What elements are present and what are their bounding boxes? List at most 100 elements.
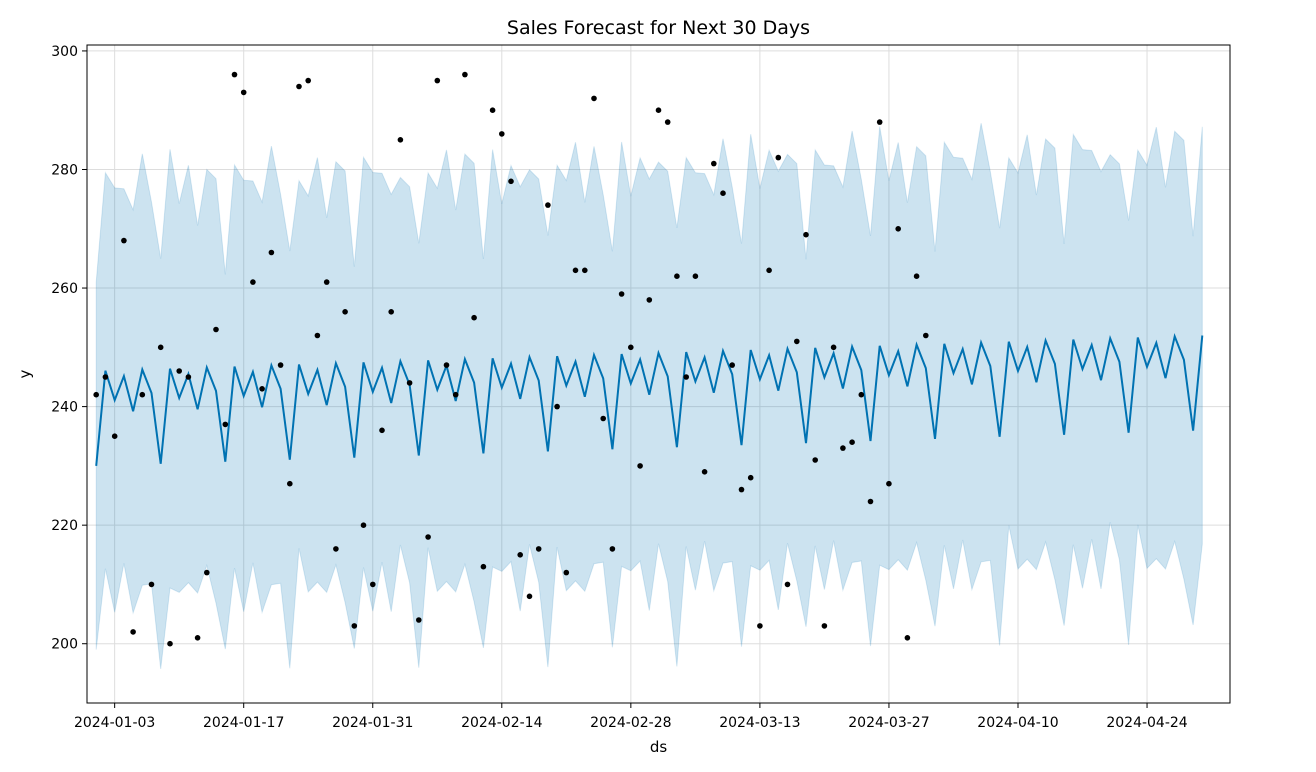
- y-tick-label: 260: [51, 281, 78, 297]
- observed-point: [176, 368, 182, 374]
- observed-point: [913, 273, 920, 280]
- observed-point: [360, 522, 367, 528]
- observed-point: [489, 107, 496, 113]
- observed-point: [738, 486, 745, 493]
- observed-point: [904, 635, 911, 641]
- observed-point: [784, 581, 791, 588]
- observed-point: [222, 421, 229, 428]
- observed-point: [628, 344, 634, 351]
- x-tick-label: 2024-02-14: [461, 715, 542, 731]
- observed-point: [471, 314, 477, 321]
- grid: [87, 45, 1230, 703]
- observed-point: [600, 415, 606, 422]
- observed-point: [554, 403, 560, 410]
- observed-point: [416, 617, 422, 623]
- observed-point: [692, 273, 699, 280]
- observed-point: [388, 309, 395, 315]
- observed-point: [351, 623, 358, 629]
- observed-point: [683, 374, 689, 380]
- observed-point: [858, 391, 865, 398]
- observed-point: [729, 362, 735, 368]
- observed-point: [720, 190, 726, 196]
- observed-point: [240, 89, 247, 96]
- observed-point: [775, 154, 782, 161]
- observed-point: [517, 552, 523, 558]
- observed-point: [425, 534, 431, 540]
- x-tick-label: 2024-04-10: [977, 715, 1058, 731]
- observed-point: [572, 267, 579, 274]
- y-axis: 200 220 240 260 280 300: [51, 44, 87, 653]
- observed-point: [646, 297, 653, 303]
- observed-point: [287, 480, 293, 487]
- x-axis-label: ds: [650, 738, 668, 756]
- observed-point: [111, 433, 118, 440]
- observed-point: [849, 439, 855, 446]
- x-tick-label: 2024-01-17: [203, 715, 284, 731]
- observed-point: [609, 546, 616, 552]
- observed-point: [397, 137, 404, 143]
- observed-point: [434, 77, 441, 84]
- observed-point: [314, 332, 321, 339]
- observed-point: [618, 291, 625, 297]
- observed-point: [452, 391, 459, 398]
- observed-point: [508, 178, 514, 185]
- observed-point: [296, 83, 302, 90]
- observed-point: [305, 77, 312, 84]
- observed-point: [250, 279, 256, 285]
- observed-point: [794, 338, 800, 345]
- observed-point: [674, 273, 680, 280]
- observed-point: [333, 546, 339, 552]
- y-axis-label: y: [16, 369, 34, 378]
- y-tick-label: 220: [51, 518, 78, 534]
- x-tick-label: 2024-03-27: [848, 715, 929, 731]
- x-tick-label: 2024-01-31: [332, 715, 413, 731]
- observed-point: [655, 107, 662, 113]
- observed-point: [535, 546, 542, 552]
- observed-point: [323, 279, 330, 285]
- observed-point: [259, 386, 265, 392]
- observed-point: [591, 95, 597, 102]
- uncertainty-band: [95, 123, 1203, 669]
- observed-point: [93, 391, 99, 398]
- observed-point: [923, 332, 929, 339]
- observed-point: [821, 623, 828, 629]
- observed-point: [480, 563, 487, 570]
- observed-point: [664, 119, 671, 125]
- observed-point: [499, 131, 505, 137]
- chart-title: Sales Forecast for Next 30 Days: [507, 17, 810, 39]
- observed-point: [148, 581, 155, 588]
- observed-point: [582, 267, 588, 274]
- observed-point: [895, 226, 901, 232]
- observed-point: [637, 463, 643, 469]
- observed-point: [370, 581, 376, 588]
- observed-point: [803, 231, 809, 238]
- observed-point: [545, 202, 551, 208]
- observed-point: [139, 391, 146, 398]
- observed-point: [342, 309, 348, 315]
- x-tick-label: 2024-03-13: [719, 715, 800, 731]
- y-tick-label: 200: [51, 637, 78, 653]
- observed-point: [102, 374, 109, 380]
- x-tick-label: 2024-01-03: [74, 715, 155, 731]
- observed-point: [867, 498, 874, 505]
- observed-point: [812, 457, 818, 463]
- observed-point: [204, 569, 210, 576]
- y-tick-label: 240: [51, 400, 78, 416]
- observed-points: [93, 71, 929, 647]
- observed-point: [277, 362, 284, 368]
- observed-point: [268, 249, 275, 256]
- x-axis: 2024-01-03 2024-01-17 2024-01-31 2024-02-14…: [74, 703, 1188, 731]
- observed-point: [711, 160, 717, 167]
- y-tick-label: 300: [51, 44, 78, 60]
- observed-point: [701, 469, 708, 475]
- forecast-line: [95, 332, 1204, 466]
- observed-point: [231, 71, 238, 78]
- observed-point: [563, 569, 570, 576]
- observed-point: [830, 344, 837, 351]
- observed-point: [121, 237, 127, 244]
- observed-point: [379, 427, 385, 434]
- observed-point: [185, 374, 192, 380]
- observed-point: [406, 380, 413, 386]
- observed-point: [213, 326, 219, 333]
